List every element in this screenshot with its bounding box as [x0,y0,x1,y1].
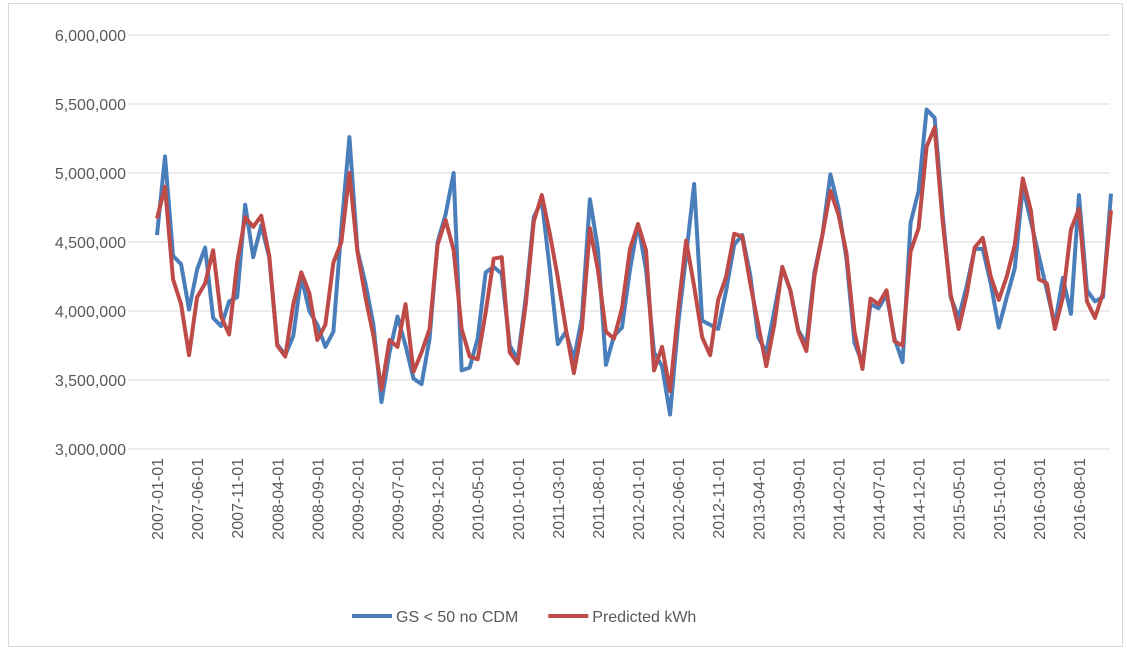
x-tick-label: 2012-01-01 [631,458,648,540]
x-tick-label: 2008-09-01 [310,458,327,540]
x-tick-label: 2015-10-01 [992,458,1009,540]
x-tick-label: 2015-05-01 [952,458,969,540]
x-tick-label: 2014-12-01 [912,458,929,540]
x-tick-label: 2007-11-01 [230,458,247,539]
y-tick-label: 4,000,000 [55,304,126,321]
y-tick-label: 6,000,000 [55,28,126,45]
y-tick-label: 5,500,000 [55,97,126,114]
x-tick-label: 2009-02-01 [350,458,367,540]
x-tick-label: 2007-01-01 [150,458,167,540]
x-tick-label: 2012-11-01 [711,458,728,539]
x-tick-label: 2008-04-01 [270,458,287,540]
y-tick-label: 3,500,000 [55,373,126,390]
x-tick-label: 2016-03-01 [1032,458,1049,540]
legend-label: GS < 50 no CDM [396,609,518,626]
x-tick-label: 2016-08-01 [1072,458,1089,540]
x-tick-label: 2009-07-01 [391,458,408,540]
x-tick-label: 2013-04-01 [751,458,768,540]
x-tick-label: 2014-07-01 [872,458,889,540]
x-tick-label: 2010-05-01 [471,458,488,540]
x-tick-label: 2014-02-01 [831,458,848,540]
x-tick-label: 2013-09-01 [791,458,808,540]
y-tick-label: 5,000,000 [55,166,126,183]
x-tick-label: 2010-10-01 [511,458,528,540]
x-tick-label: 2011-08-01 [591,458,608,539]
x-tick-label: 2007-06-01 [190,458,207,540]
x-tick-label: 2009-12-01 [431,458,448,540]
legend-label: Predicted kWh [592,609,696,626]
x-tick-label: 2011-03-01 [551,458,568,539]
y-tick-label: 3,000,000 [55,442,126,459]
series-line [155,125,1113,394]
y-tick-label: 4,500,000 [55,235,126,252]
x-tick-label: 2012-06-01 [671,458,688,540]
